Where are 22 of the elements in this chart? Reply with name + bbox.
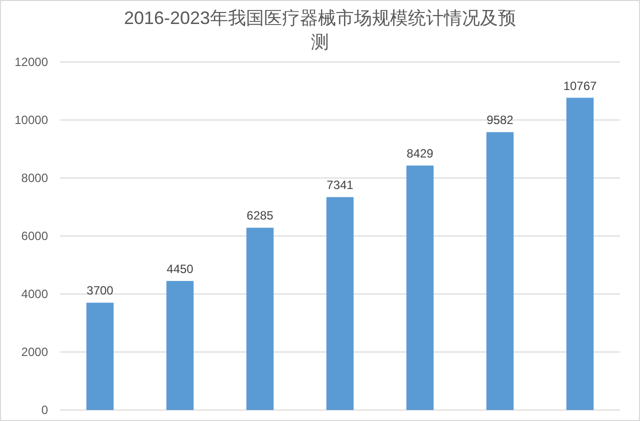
bar — [166, 280, 194, 410]
data-label: 6285 — [246, 208, 274, 223]
bar — [326, 197, 354, 410]
y-tick-label: 8000 — [21, 171, 48, 185]
data-label: 3700 — [86, 284, 114, 298]
bar — [406, 166, 434, 410]
y-tick-label: 0 — [41, 403, 48, 417]
data-label: 9582 — [486, 113, 514, 128]
data-label: 4450 — [166, 262, 194, 276]
y-tick-label: 12000 — [14, 55, 48, 69]
y-tick-label: 10000 — [14, 113, 48, 127]
data-label: 7341 — [326, 178, 354, 192]
data-label: 8429 — [406, 146, 434, 161]
bar — [566, 98, 594, 410]
y-tick-label: 4000 — [21, 287, 48, 301]
bar — [86, 302, 114, 410]
bar — [486, 132, 514, 410]
y-tick-label: 2000 — [21, 345, 48, 359]
y-tick-label: 6000 — [21, 229, 48, 243]
data-label: 10767 — [563, 78, 598, 93]
title: 2016-2023年我国医疗器械市场规模统计情况及预测 — [124, 8, 516, 52]
bar — [246, 228, 274, 410]
